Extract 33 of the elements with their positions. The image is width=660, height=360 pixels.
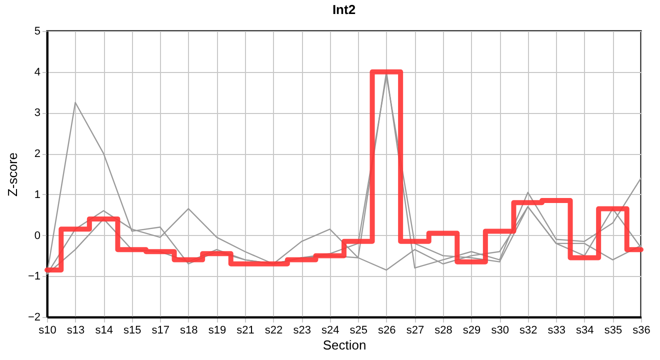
x-tick-label: s18 [180, 324, 198, 336]
x-tick-label: s24 [321, 324, 340, 336]
x-tick-label: s33 [548, 324, 566, 336]
x-tick-label: s36 [632, 324, 650, 336]
x-tick-label: s25 [350, 324, 368, 336]
x-tick-label: s34 [576, 324, 594, 336]
x-tick-label: s29 [462, 324, 481, 336]
x-tick-label: s28 [434, 324, 452, 336]
x-axis-title: Section [322, 338, 366, 352]
x-tick-label: s30 [491, 324, 509, 336]
y-tick-label: −1 [28, 270, 40, 283]
y-tick-label: 5 [34, 26, 40, 38]
y-tick-label: 2 [34, 148, 40, 160]
x-tick-label: s26 [378, 324, 396, 336]
x-tick-label: s22 [264, 324, 283, 336]
x-tick-label: s21 [236, 324, 254, 336]
x-tick-label: s13 [66, 324, 85, 336]
x-tick-label: s10 [38, 324, 56, 336]
x-tick-label: s27 [406, 324, 424, 336]
x-tick-label: s32 [519, 324, 538, 336]
y-tick-label: 1 [34, 188, 40, 201]
x-tick-label: s35 [604, 324, 622, 336]
x-tick-label: s23 [293, 324, 311, 336]
chart-title: Int2 [332, 2, 356, 17]
y-tick-label: 0 [34, 230, 40, 242]
y-axis-title: Z-score [4, 152, 20, 197]
y-tick-label: 4 [34, 66, 40, 78]
y-tick-label: −2 [28, 312, 40, 324]
x-tick-label: s17 [152, 324, 170, 336]
y-tick-label: 3 [34, 107, 40, 120]
x-tick-label: s15 [123, 324, 142, 336]
x-tick-label: s14 [95, 324, 113, 336]
x-tick-label: s19 [208, 324, 226, 336]
